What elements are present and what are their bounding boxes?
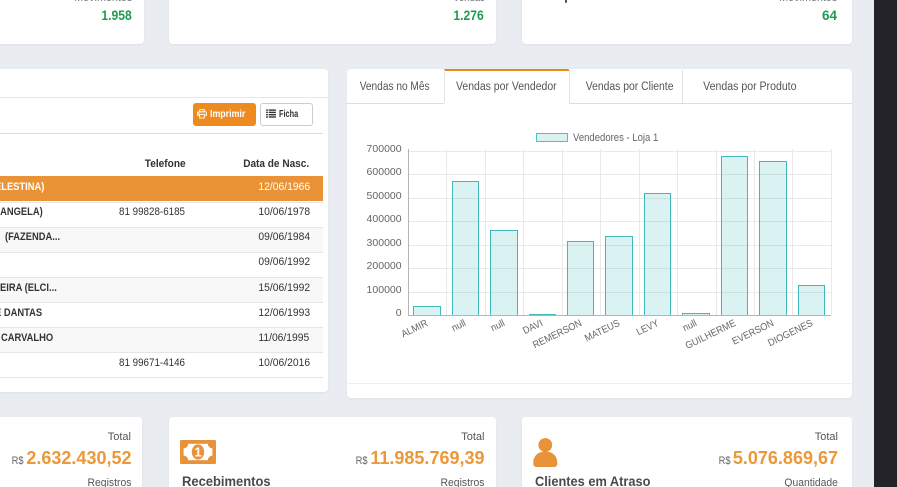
svg-text:1: 1 xyxy=(194,444,201,459)
